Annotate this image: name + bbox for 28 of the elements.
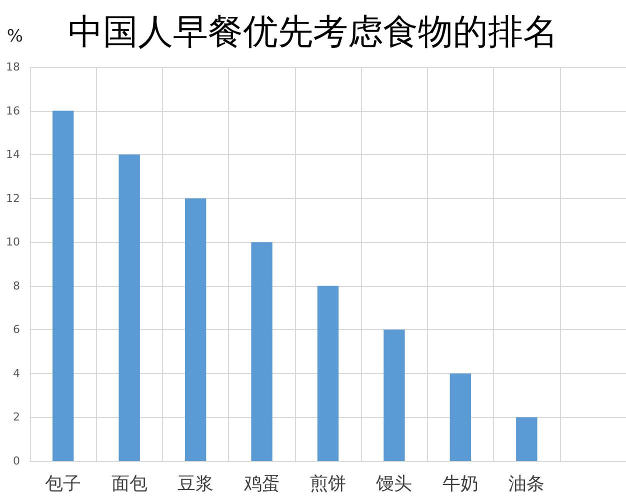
y-tick-label: 4 [13,366,20,380]
x-tick-label: 鸡蛋 [242,474,280,494]
x-tick-label: 包子 [45,474,82,494]
bar [251,242,272,461]
y-tick-label: 16 [6,104,20,118]
y-tick-label: 8 [13,279,20,292]
x-tick-label: 牛奶 [442,474,478,494]
y-tick-label: 6 [13,323,20,336]
y-tick-label: 0 [13,454,20,468]
y-tick-label: 10 [6,236,20,249]
chart-title: 中国人早餐优先考虑食物的排名 [68,12,558,52]
bar [317,286,339,461]
x-tick-label: 面包 [111,474,148,494]
bar [384,330,405,461]
y-axis-title: % [6,26,24,46]
x-tick-label: 豆浆 [178,474,214,494]
y-tick-label: 12 [6,192,20,205]
bar [516,417,538,461]
bar [52,110,74,461]
y-tick-label: 2 [13,410,20,424]
x-tick-label: 煎饼 [310,474,346,494]
x-tick-label: 油条 [508,474,545,494]
bar [118,154,140,461]
bar [184,198,206,461]
x-tick-label: 馒头 [375,474,412,494]
y-tick-label: 14 [6,148,20,162]
y-tick-label: 18 [6,60,20,74]
bar [450,373,472,461]
